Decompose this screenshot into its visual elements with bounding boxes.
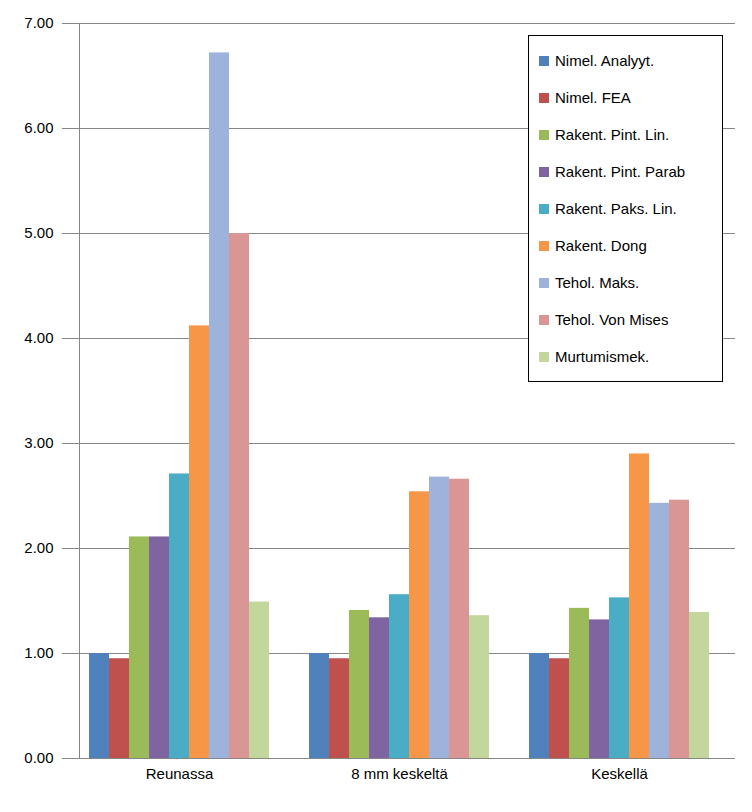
svg-text:Keskellä: Keskellä	[591, 765, 648, 782]
svg-text:6.00: 6.00	[24, 119, 53, 136]
svg-text:0.00: 0.00	[24, 749, 53, 766]
html-text:Tehol. Maks.: Tehol. Maks.	[555, 274, 640, 291]
html-text:Rakent. Dong: Rakent. Dong	[555, 237, 647, 254]
html-text:Nimel. FEA: Nimel. FEA	[555, 89, 631, 106]
html-text:Rakent. Paks. Lin.: Rakent. Paks. Lin.	[555, 200, 677, 217]
svg-text:Reunassa: Reunassa	[146, 765, 214, 782]
svg-text:7.00: 7.00	[24, 14, 53, 31]
html-text:Rakent. Pint. Parab: Rakent. Pint. Parab	[555, 163, 686, 180]
svg-text:2.00: 2.00	[24, 539, 53, 556]
html-text:Rakent. Pint. Lin.: Rakent. Pint. Lin.	[555, 126, 670, 143]
html-text:Nimel. Analyyt.: Nimel. Analyyt.	[555, 52, 655, 69]
html-text:Tehol. Von Mises: Tehol. Von Mises	[555, 311, 669, 328]
svg-text:5.00: 5.00	[24, 224, 53, 241]
svg-text:3.00: 3.00	[24, 434, 53, 451]
svg-text:1.00: 1.00	[24, 644, 53, 661]
svg-text:4.00: 4.00	[24, 329, 53, 346]
html-text:Murtumismek.: Murtumismek.	[555, 348, 650, 365]
svg-text:8 mm keskeltä: 8 mm keskeltä	[351, 765, 448, 782]
